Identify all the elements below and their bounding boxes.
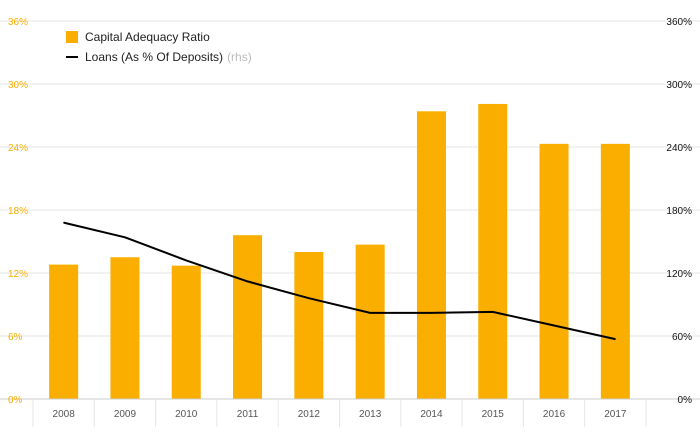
legend-line-axis-note: (rhs) — [227, 50, 252, 64]
right-y-tick: 0% — [678, 395, 693, 406]
x-tick-label: 2009 — [114, 409, 137, 420]
left-y-tick: 30% — [8, 80, 28, 91]
gridlines — [0, 20, 700, 337]
legend-line-label: Loans (As % Of Deposits) — [85, 50, 224, 64]
loans-line — [63, 221, 616, 341]
left-y-tick: 24% — [8, 143, 28, 154]
line-point — [308, 297, 310, 299]
x-tick-label: 2010 — [175, 409, 198, 420]
line-point — [430, 312, 432, 314]
legend-bar-label: Capital Adequacy Ratio — [85, 30, 210, 44]
right-y-tick: 120% — [666, 269, 692, 280]
legend-line-swatch — [66, 56, 78, 58]
bar — [110, 257, 140, 399]
right-y-axis: 0% 60% 120% 180% 240% 300% 360% — [666, 17, 692, 406]
legend-bar-swatch — [66, 31, 78, 43]
x-tick-label: 2013 — [359, 409, 382, 420]
bar-series — [49, 103, 630, 400]
bar — [600, 143, 630, 399]
left-y-tick: 36% — [8, 17, 28, 28]
left-y-tick: 12% — [8, 269, 28, 280]
legend: Capital Adequacy Ratio Loans (As % Of De… — [66, 27, 252, 67]
bar — [539, 143, 569, 399]
left-y-tick: 6% — [8, 332, 23, 343]
right-y-tick: 60% — [672, 332, 692, 343]
x-tick-label: 2015 — [482, 409, 505, 420]
line-point — [369, 312, 371, 314]
legend-item-bar: Capital Adequacy Ratio — [66, 27, 252, 47]
bar — [233, 235, 263, 399]
right-y-tick: 360% — [666, 17, 692, 28]
bar — [416, 111, 446, 400]
right-y-tick: 300% — [666, 80, 692, 91]
x-tick-label: 2011 — [237, 409, 259, 420]
x-tick-label: 2008 — [53, 409, 76, 420]
legend-item-line: Loans (As % Of Deposits) (rhs) — [66, 47, 252, 67]
left-y-axis: 0% 6% 12% 18% 24% 30% 36% — [8, 17, 28, 406]
x-axis: 2008 2009 2010 2011 2012 2013 2014 2015 2016 2017 — [0, 398, 700, 427]
line-point — [247, 280, 249, 282]
bar — [49, 264, 79, 399]
line-point — [63, 222, 65, 224]
line-series — [63, 221, 616, 341]
x-tick-label: 2014 — [420, 409, 443, 420]
line-point — [124, 236, 126, 238]
right-y-tick: 240% — [666, 143, 692, 154]
left-y-tick: 18% — [8, 206, 28, 217]
bar — [171, 265, 201, 399]
bar — [294, 252, 324, 399]
bar — [478, 103, 508, 399]
left-y-tick: 0% — [8, 395, 23, 406]
right-y-tick: 180% — [666, 206, 692, 217]
x-tick-label: 2012 — [298, 409, 321, 420]
line-point — [492, 311, 494, 313]
line-point — [185, 259, 187, 261]
line-point — [614, 338, 616, 340]
x-tick-label: 2016 — [543, 409, 566, 420]
bar — [355, 244, 385, 399]
x-tick-label: 2017 — [604, 409, 627, 420]
line-point — [553, 325, 555, 326]
